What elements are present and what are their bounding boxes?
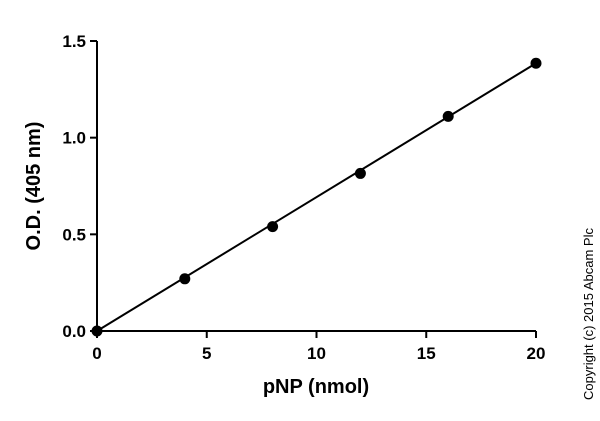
data-points xyxy=(91,57,542,337)
x-axis-label: pNP (nmol) xyxy=(263,376,369,398)
x-tick-label: 10 xyxy=(307,344,326,363)
y-tick-label: 0.5 xyxy=(62,225,86,244)
data-point xyxy=(267,221,279,233)
axes xyxy=(96,41,536,332)
x-tick-label: 5 xyxy=(202,344,211,363)
x-ticks: 0 5 10 15 20 xyxy=(92,331,545,363)
data-point xyxy=(179,273,191,285)
y-tick-label: 1.5 xyxy=(62,32,86,51)
data-point xyxy=(442,110,454,122)
fit-line-group xyxy=(96,62,537,332)
data-point xyxy=(354,167,366,179)
data-point xyxy=(91,325,103,337)
x-tick-label: 0 xyxy=(92,344,101,363)
data-point xyxy=(530,57,542,69)
x-tick-label: 15 xyxy=(417,344,436,363)
y-tick-label: 1.0 xyxy=(62,129,86,148)
fit-line xyxy=(96,62,537,332)
y-tick-label: 0.0 xyxy=(62,322,86,341)
y-axis-label: O.D. (405 nm) xyxy=(23,122,45,251)
copyright-text: Copyright (c) 2015 Abcam Plc xyxy=(581,228,596,400)
y-ticks: 0.0 0.5 1.0 1.5 xyxy=(62,32,97,341)
x-tick-label: 20 xyxy=(527,344,546,363)
